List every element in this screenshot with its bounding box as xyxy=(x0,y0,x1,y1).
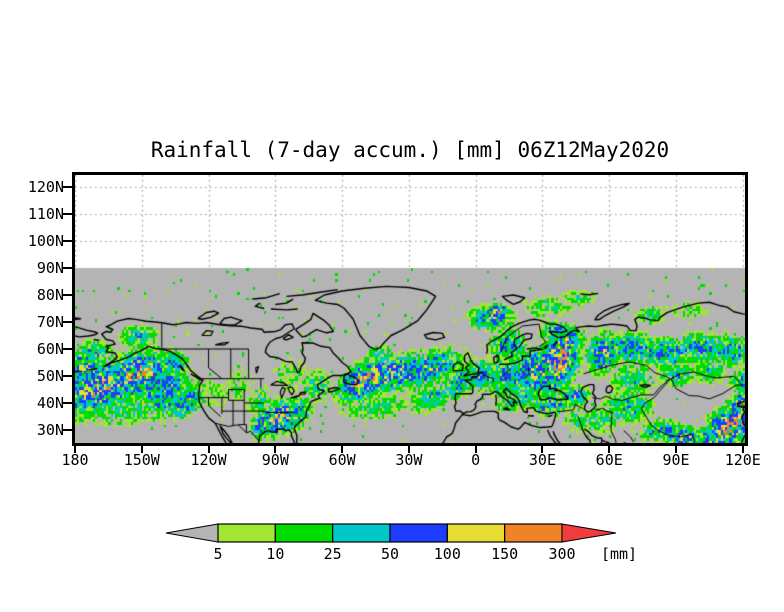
y-axis-tick-label: 30N xyxy=(36,421,64,439)
x-axis-tick xyxy=(207,446,210,453)
colorbar-unit-label: [mm] xyxy=(600,545,638,563)
x-axis-tick xyxy=(407,446,410,453)
x-axis-tick-label: 60W xyxy=(328,451,356,469)
y-axis-tick xyxy=(62,240,72,242)
x-axis-tick-label: 120E xyxy=(724,451,761,469)
y-axis-tick-label: 60N xyxy=(36,340,64,358)
x-axis-tick-label: 90W xyxy=(261,451,289,469)
y-axis-tick xyxy=(62,213,72,215)
y-axis-tick xyxy=(62,348,72,350)
y-axis-tick xyxy=(62,267,72,269)
colorbar-box xyxy=(274,523,334,543)
colorbar-box xyxy=(389,523,448,543)
x-axis-tick-label: 120W xyxy=(190,451,227,469)
x-axis-tick-label: 30W xyxy=(395,451,423,469)
y-axis-tick-label: 90N xyxy=(36,259,64,277)
y-axis-tick-label: 40N xyxy=(36,394,64,412)
y-axis-tick-label: 100N xyxy=(27,232,64,250)
x-axis-tick xyxy=(140,446,143,453)
colorbar-tick-label: 100 xyxy=(433,545,461,563)
colorbar-below-min-arrow xyxy=(165,523,219,543)
x-axis-tick-label: 30E xyxy=(528,451,556,469)
y-axis-tick xyxy=(62,321,72,323)
x-axis-tick-label: 180 xyxy=(61,451,89,469)
x-axis-tick-label: 60E xyxy=(595,451,623,469)
y-axis-tick-label: 80N xyxy=(36,286,64,304)
x-axis-tick xyxy=(474,446,477,453)
rainfall-map-canvas xyxy=(75,175,745,443)
colorbar xyxy=(160,521,630,545)
y-axis-tick xyxy=(62,402,72,404)
colorbar-box xyxy=(217,523,276,543)
colorbar-tick-label: 10 xyxy=(266,545,285,563)
y-axis-tick xyxy=(62,294,72,296)
colorbar-box xyxy=(504,523,563,543)
page-title: Rainfall (7-day accum.) [mm] 06Z12May202… xyxy=(150,138,670,162)
colorbar-tick-label: 5 xyxy=(213,545,223,563)
colorbar-tick-label: 50 xyxy=(380,545,400,563)
x-axis-tick xyxy=(74,446,76,453)
y-axis-tick-label: 70N xyxy=(36,313,64,331)
y-axis-tick xyxy=(62,375,72,377)
x-axis-tick-label: 150W xyxy=(123,451,160,469)
x-axis-tick xyxy=(741,446,744,453)
x-axis-tick xyxy=(674,446,677,453)
colorbar-tick-label: 25 xyxy=(323,545,342,563)
y-axis-tick-label: 120N xyxy=(27,178,64,196)
y-axis-tick xyxy=(62,186,72,188)
y-axis-tick-label: 50N xyxy=(36,367,64,385)
colorbar-tick-label: 300 xyxy=(548,545,576,563)
x-axis-tick xyxy=(341,446,344,453)
colorbar-box xyxy=(332,523,391,543)
x-axis-tick xyxy=(274,446,277,453)
colorbar-tick-label: 150 xyxy=(491,545,519,563)
y-axis-tick xyxy=(62,429,72,431)
x-axis-tick-label: 0 xyxy=(471,451,481,469)
x-axis-tick xyxy=(608,446,611,453)
colorbar-box xyxy=(446,523,506,543)
colorbar-above-max-arrow xyxy=(561,523,617,543)
x-axis-tick xyxy=(541,446,544,453)
plot-area xyxy=(72,172,748,446)
colorbar-svg xyxy=(165,523,617,543)
y-axis-tick-label: 110N xyxy=(27,205,64,223)
x-axis-tick-label: 90E xyxy=(662,451,690,469)
